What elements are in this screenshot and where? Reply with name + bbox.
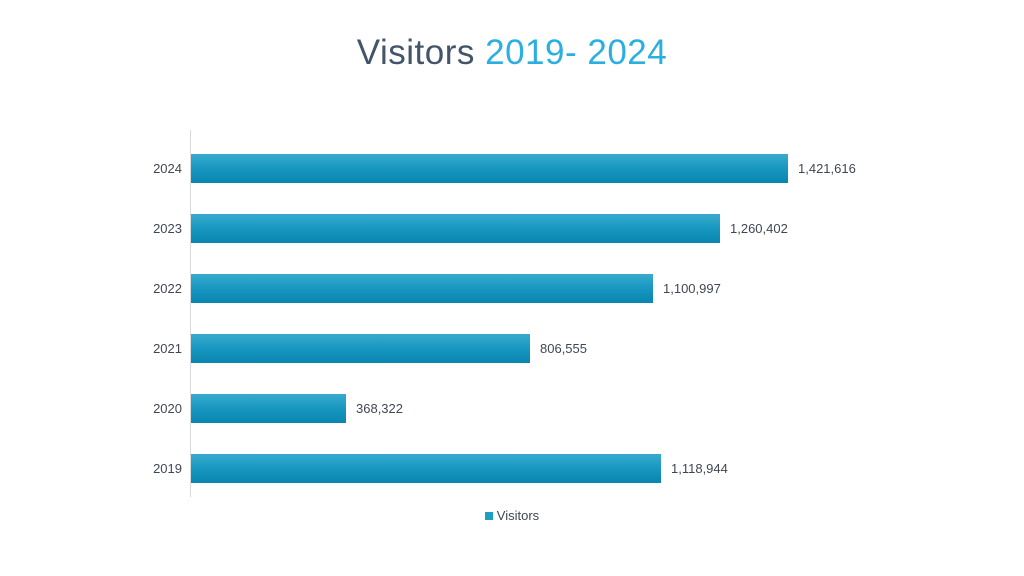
bar-2023	[191, 213, 720, 243]
bar-row: 2019 1,118,944	[140, 438, 856, 498]
y-axis-label: 2022	[153, 280, 182, 296]
y-axis-label: 2020	[153, 400, 182, 416]
bar-rows: 2024 1,421,616 2023 1,260,402 2022 1,100,997 2…	[140, 138, 856, 498]
bar-2020	[191, 393, 346, 423]
bar-row: 2023 1,260,402	[140, 198, 856, 258]
bar-2024	[191, 153, 788, 183]
chart-title-range: 2019- 2024	[485, 33, 668, 72]
value-label: 1,260,402	[730, 220, 788, 236]
bar-row: 2024 1,421,616	[140, 138, 856, 198]
y-axis-label: 2019	[153, 460, 182, 476]
bar-2021	[191, 333, 530, 363]
value-label: 1,118,944	[671, 460, 728, 476]
bar-row: 2021 806,555	[140, 318, 856, 378]
bar-row: 2022 1,100,997	[140, 258, 856, 318]
y-axis-label: 2023	[153, 220, 182, 236]
chart-title: Visitors 2019- 2024	[0, 33, 1024, 73]
y-axis-line	[190, 130, 191, 497]
value-label: 1,421,616	[798, 160, 856, 176]
y-axis-label: 2024	[153, 160, 182, 176]
bar-2022	[191, 273, 653, 303]
legend-swatch-icon	[484, 511, 493, 520]
value-label: 368,322	[356, 400, 403, 416]
value-label: 806,555	[540, 340, 587, 356]
bar-row: 2020 368,322	[140, 378, 856, 438]
chart-title-main: Visitors	[356, 33, 475, 72]
bar-2019	[191, 453, 661, 483]
value-label: 1,100,997	[663, 280, 721, 296]
legend: Visitors	[0, 508, 1024, 523]
legend-label: Visitors	[496, 508, 540, 523]
y-axis-label: 2021	[153, 340, 182, 356]
